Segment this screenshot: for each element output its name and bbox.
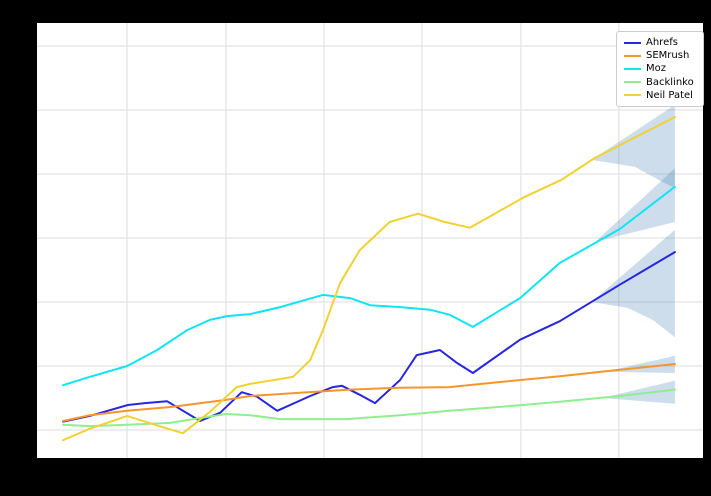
legend-item-semrush: SEMrush (624, 49, 698, 62)
legend-line-sample-icon (624, 41, 641, 44)
legend-line-sample-icon (624, 94, 641, 97)
forecast-band-neil-patel (591, 104, 675, 189)
legend-line-sample-icon (624, 54, 641, 57)
forecast-bands (591, 104, 675, 404)
forecast-band-ahrefs (591, 229, 675, 338)
legend-label: Backlinko (646, 76, 694, 88)
legend-label: Neil Patel (646, 89, 693, 101)
legend-item-ahrefs: Ahrefs (624, 36, 698, 49)
legend-item-moz: Moz (624, 62, 698, 75)
series-line-semrush (62, 363, 676, 422)
legend-item-backlinko: Backlinko (624, 76, 698, 89)
legend-label: Ahrefs (646, 37, 678, 49)
forecast-band-moz (595, 168, 675, 242)
series-line-backlinko (62, 388, 676, 428)
plot-contents (62, 104, 676, 442)
series-line-neil-patel (62, 116, 676, 442)
legend-label: SEMrush (646, 50, 690, 62)
legend-item-neil-patel: Neil Patel (624, 89, 698, 102)
legend: Ahrefs SEMrush Moz Backlinko Neil Patel (616, 31, 704, 107)
forecast-band-backlinko (602, 380, 675, 404)
series-line-moz (62, 185, 676, 387)
series-line-ahrefs (62, 251, 676, 423)
legend-label: Moz (646, 63, 666, 75)
legend-line-sample-icon (624, 81, 641, 84)
legend-line-sample-icon (624, 67, 641, 70)
